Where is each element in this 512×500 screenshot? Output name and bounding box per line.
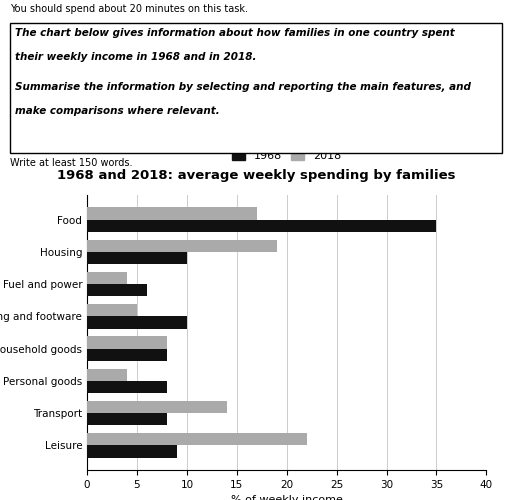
Bar: [87, 272, 127, 284]
Bar: [87, 348, 167, 361]
Text: You should spend about 20 minutes on this task.: You should spend about 20 minutes on thi…: [10, 4, 248, 14]
Bar: [87, 446, 177, 458]
Legend: 1968, 2018: 1968, 2018: [232, 151, 342, 162]
Bar: [87, 413, 167, 426]
Bar: [87, 284, 147, 296]
Bar: [87, 316, 187, 328]
Text: 1968 and 2018: average weekly spending by families: 1968 and 2018: average weekly spending b…: [57, 170, 455, 182]
Bar: [87, 220, 437, 232]
Bar: [87, 368, 127, 381]
Text: Summarise the information by selecting and reporting the main features, and: Summarise the information by selecting a…: [15, 82, 471, 92]
Bar: [87, 240, 277, 252]
Text: make comparisons where relevant.: make comparisons where relevant.: [15, 106, 220, 116]
X-axis label: % of weekly income: % of weekly income: [231, 496, 343, 500]
Text: The chart below gives information about how families in one country spent: The chart below gives information about …: [15, 28, 455, 38]
Bar: [87, 304, 137, 316]
Text: their weekly income in 1968 and in 2018.: their weekly income in 1968 and in 2018.: [15, 52, 257, 62]
Bar: [87, 208, 257, 220]
Bar: [87, 381, 167, 393]
Bar: [87, 336, 167, 348]
Bar: [87, 401, 227, 413]
Bar: [87, 433, 307, 446]
Text: Write at least 150 words.: Write at least 150 words.: [10, 158, 133, 168]
Bar: [87, 252, 187, 264]
